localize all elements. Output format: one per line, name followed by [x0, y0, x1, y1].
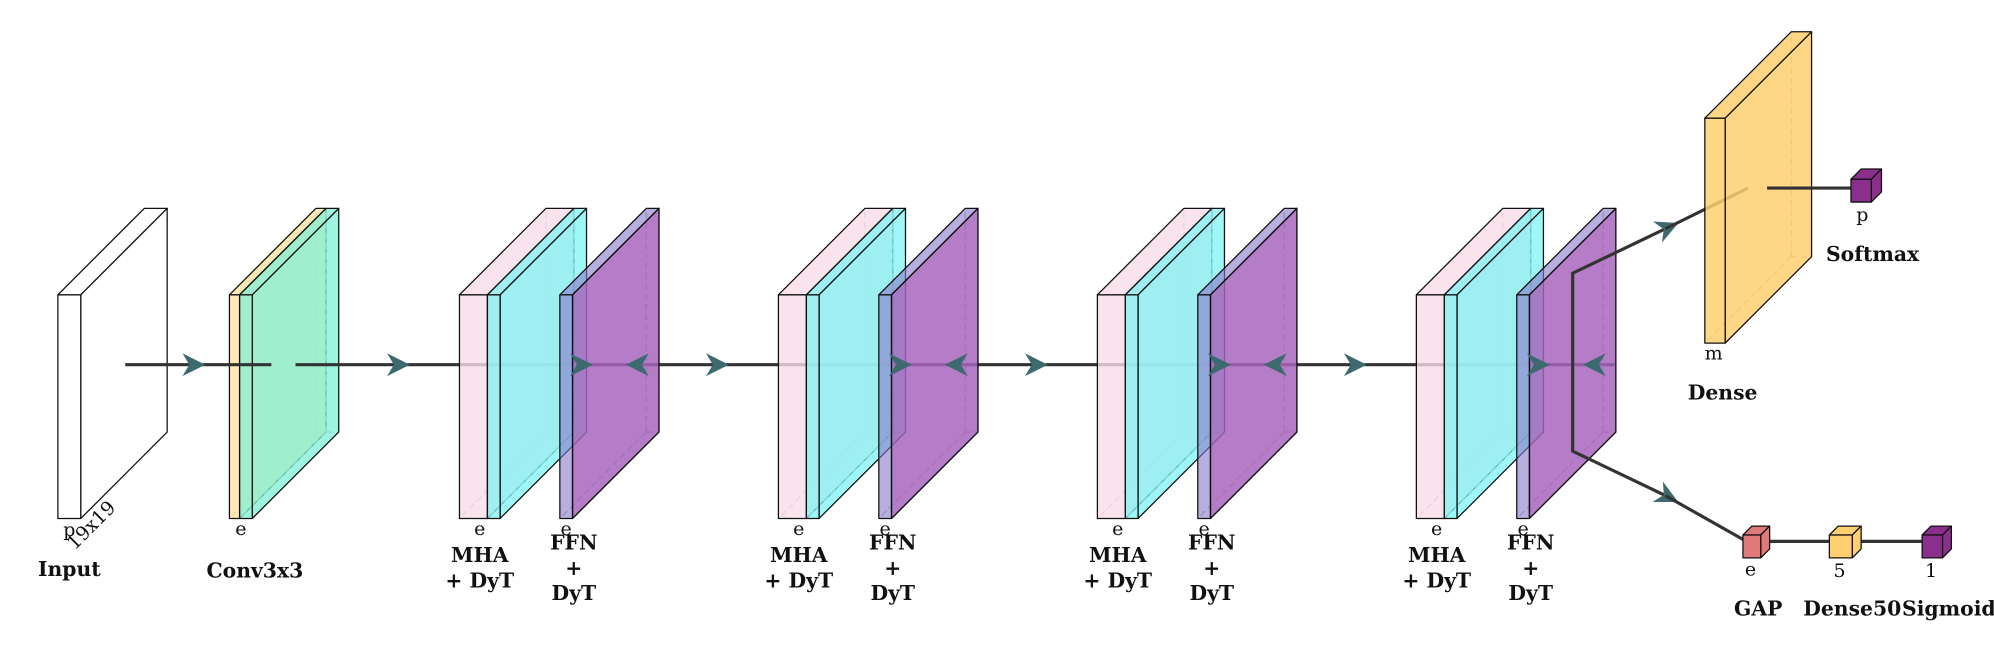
- box-front: [486, 294, 501, 520]
- dim-label: p: [63, 519, 75, 541]
- box-front: [1921, 534, 1944, 559]
- dim-label: e: [561, 518, 572, 540]
- ffn-layer-b: [571, 207, 660, 520]
- box-front: [1828, 534, 1853, 559]
- layer-label: Dense: [1688, 380, 1758, 404]
- layer-label: Sigmoid: [1902, 596, 1994, 620]
- layer-label: Dense50: [1803, 596, 1901, 620]
- layer-label: FFN: [1188, 530, 1235, 554]
- box-front: [1197, 294, 1212, 520]
- layer-label: FFN: [550, 530, 597, 554]
- layer-label: + DyT: [1083, 569, 1152, 593]
- softmax-layer: [1850, 168, 1883, 203]
- dim-label: e: [1112, 518, 1123, 540]
- dim-label: e: [793, 518, 804, 540]
- layer-label: FFN: [869, 530, 916, 554]
- box-side: [571, 207, 660, 520]
- layer-label: GAP: [1734, 596, 1782, 620]
- input-layer: [57, 207, 168, 520]
- layer-label: DyT: [871, 581, 916, 605]
- layer-label: + DyT: [445, 569, 514, 593]
- layer-label: Softmax: [1826, 242, 1920, 266]
- gap-layer: [1742, 525, 1771, 559]
- layer-label: DyT: [1189, 581, 1234, 605]
- connection: [1664, 494, 1746, 542]
- box-front: [458, 294, 489, 520]
- box-front: [238, 294, 253, 520]
- layer-label: + DyT: [764, 569, 833, 593]
- dim-label: e: [474, 518, 485, 540]
- dense50-layer: [1828, 525, 1862, 559]
- ffn-layer-b: [890, 207, 979, 520]
- layer-label: +: [1203, 556, 1220, 580]
- box-front: [1415, 294, 1445, 520]
- dim-label: e: [1745, 559, 1756, 581]
- box-front: [805, 294, 820, 520]
- dim-label: e: [880, 518, 891, 540]
- box-front: [559, 294, 574, 520]
- layer-label: DyT: [1508, 581, 1553, 605]
- layer-label: Conv3x3: [206, 558, 303, 582]
- box-front: [1704, 117, 1726, 344]
- layer-label: DyT: [552, 581, 597, 605]
- box-front: [1850, 178, 1872, 203]
- dim-label: e: [1517, 518, 1528, 540]
- layer-label: MHA: [770, 543, 828, 567]
- layer-label: FFN: [1507, 530, 1554, 554]
- dim-label: e: [1431, 518, 1442, 540]
- box-front: [1516, 294, 1531, 520]
- dim-label: 1: [1925, 560, 1937, 582]
- box-front: [777, 294, 808, 520]
- layer-label: MHA: [1089, 543, 1147, 567]
- layer-label: +: [565, 556, 582, 580]
- box-front: [1124, 294, 1139, 520]
- dim-label: e: [235, 518, 246, 540]
- layer-label: MHA: [451, 543, 509, 567]
- box-front: [57, 294, 82, 520]
- box-front: [1096, 294, 1126, 520]
- dim-label: 5: [1833, 560, 1845, 582]
- branch-connection: [1571, 227, 1667, 498]
- layer-label: Input: [38, 557, 101, 581]
- layer-label: + DyT: [1402, 569, 1471, 593]
- layer-label: +: [884, 556, 901, 580]
- box-side: [1209, 207, 1298, 520]
- box-front: [1443, 294, 1458, 520]
- dim-label: e: [1198, 518, 1209, 540]
- sigmoid-layer: [1921, 525, 1953, 559]
- box-front: [228, 294, 241, 520]
- box-front: [878, 294, 893, 520]
- box-side: [890, 207, 979, 520]
- layer-label: MHA: [1408, 543, 1466, 567]
- dim-label: p: [1856, 204, 1868, 226]
- box-front: [1742, 534, 1762, 559]
- dim-label: m: [1705, 343, 1723, 365]
- layer-label: +: [1522, 556, 1539, 580]
- ffn-layer-b: [1209, 207, 1298, 520]
